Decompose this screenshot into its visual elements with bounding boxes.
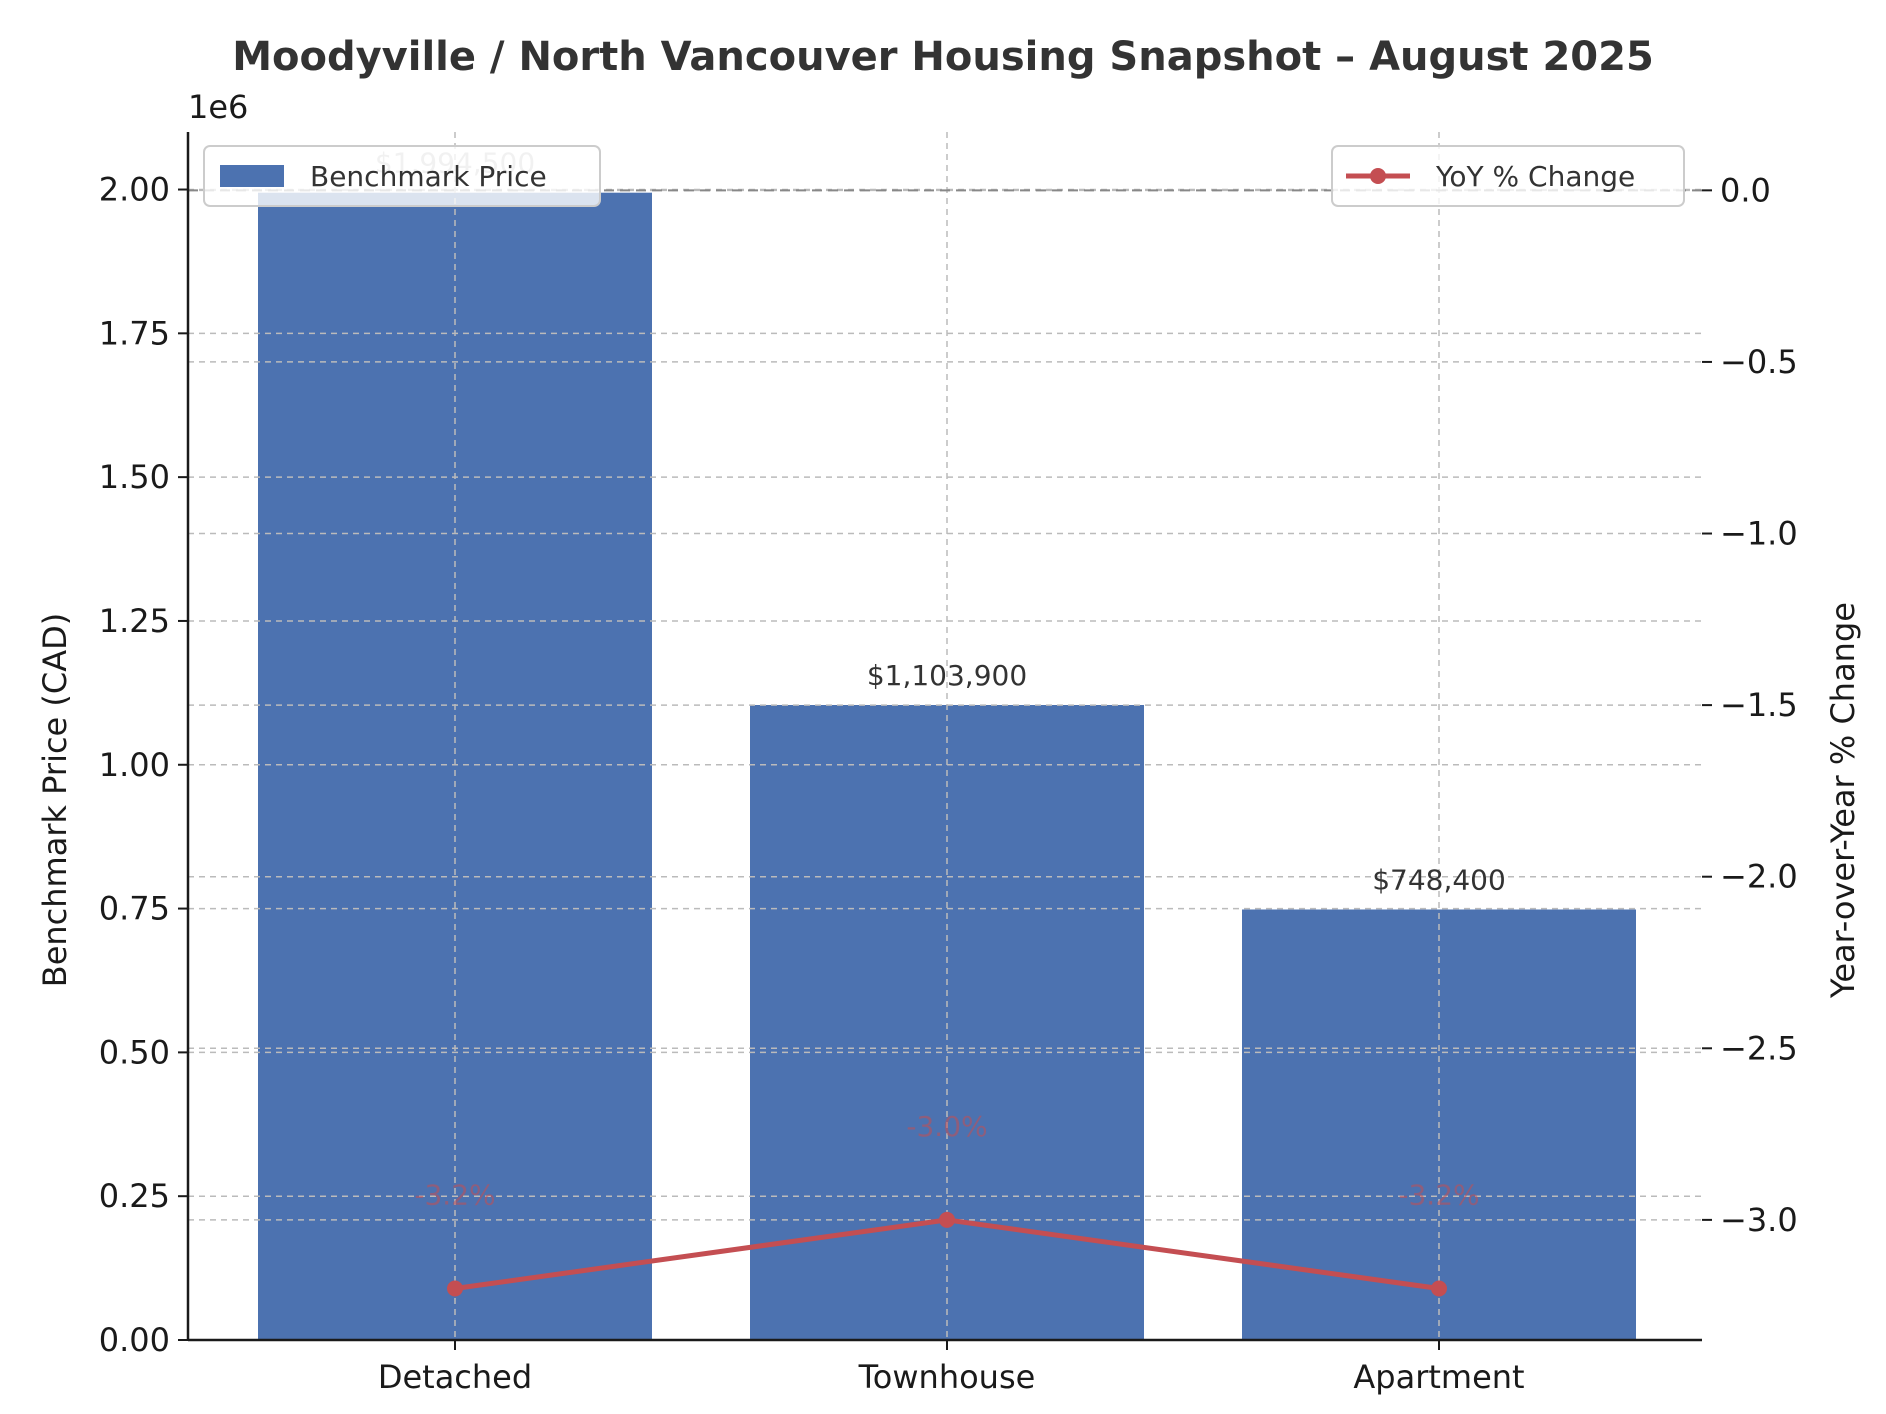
chart-title: Moodyville / North Vancouver Housing Sna… bbox=[232, 34, 1654, 80]
yoy-point-apartment bbox=[1431, 1280, 1447, 1297]
y-tick-label-left: 0.00 bbox=[99, 1321, 170, 1359]
axes: 0.00 0.25 0.50 0.75 1.00 1.25 1.50 1.75 2.00 0.0 −… bbox=[99, 132, 1798, 1396]
legend-line-marker bbox=[1370, 168, 1386, 184]
y-tick-label-left: 0.25 bbox=[99, 1177, 170, 1215]
y-tick-label-right: −0.5 bbox=[1720, 343, 1798, 381]
y-tick-label-right: −1.5 bbox=[1720, 686, 1798, 724]
yoy-value-label: -3.2% bbox=[1398, 1179, 1479, 1212]
y-tick-label-left: 1.50 bbox=[99, 458, 170, 496]
y-tick-label-right: −2.0 bbox=[1720, 858, 1798, 896]
yoy-value-label: -3.0% bbox=[906, 1110, 987, 1143]
y-axis-offset-label: 1e6 bbox=[188, 88, 248, 126]
y-tick-label-right: −2.5 bbox=[1720, 1029, 1798, 1067]
y-axis-left-label: Benchmark Price (CAD) bbox=[36, 613, 74, 988]
yoy-line bbox=[188, 189, 1702, 1297]
legend-line-label: YoY % Change bbox=[1435, 160, 1635, 193]
y-tick-label-left: 2.00 bbox=[99, 171, 170, 209]
x-tick-label-apartment: Apartment bbox=[1353, 1358, 1524, 1396]
x-tick-label-detached: Detached bbox=[378, 1358, 532, 1396]
x-tick-label-townhouse: Townhouse bbox=[858, 1358, 1036, 1396]
y-tick-label-left: 1.25 bbox=[99, 602, 170, 640]
y-axis-right-label: Year-over-Year % Change bbox=[1824, 602, 1862, 999]
y-tick-label-right: 0.0 bbox=[1720, 171, 1771, 209]
yoy-point-townhouse bbox=[939, 1211, 955, 1228]
bar-value-label: $748,400 bbox=[1372, 863, 1506, 896]
y-tick-label-left: 1.75 bbox=[99, 314, 170, 352]
legend-bar-swatch bbox=[220, 165, 284, 187]
legend-bar-label: Benchmark Price bbox=[310, 160, 547, 193]
yoy-point-detached bbox=[447, 1280, 463, 1297]
y-tick-label-right: −3.0 bbox=[1720, 1201, 1798, 1239]
y-tick-label-left: 0.50 bbox=[99, 1033, 170, 1071]
y-tick-label-right: −1.0 bbox=[1720, 515, 1798, 553]
yoy-value-label: -3.2% bbox=[414, 1179, 495, 1212]
legend-line: YoY % Change bbox=[1331, 145, 1685, 207]
legend-bar: Benchmark Price bbox=[203, 145, 601, 207]
bars bbox=[258, 192, 1636, 1340]
y-tick-label-left: 0.75 bbox=[99, 890, 170, 928]
bar-value-label: $1,103,900 bbox=[867, 659, 1027, 692]
y-tick-label-left: 1.00 bbox=[99, 746, 170, 784]
grid-lines bbox=[188, 132, 1702, 1341]
